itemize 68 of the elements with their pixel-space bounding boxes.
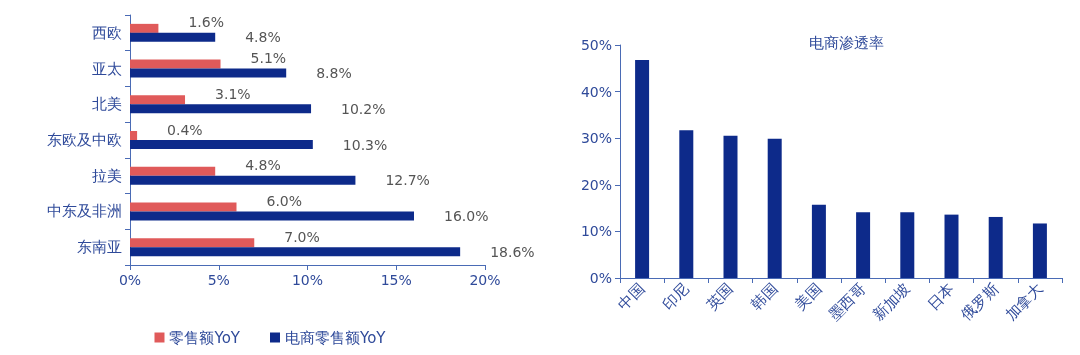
x-tick-label: 中国 (614, 279, 649, 314)
bar (679, 130, 694, 278)
y-tick-label: 40% (580, 83, 612, 100)
bar (856, 212, 871, 278)
y-tick-label: 中东及非洲 (47, 202, 122, 221)
legend-label: 零售额YoY (169, 328, 241, 347)
bar (130, 166, 216, 176)
x-tick-label: 俄罗斯 (957, 279, 1003, 325)
data-label: 8.8% (316, 65, 352, 82)
bar (130, 59, 221, 69)
data-label: 7.0% (284, 228, 320, 245)
bar (130, 95, 186, 105)
bar (944, 214, 959, 278)
x-tick-label: 美国 (791, 279, 826, 314)
y-tick-label: 北美 (92, 95, 122, 114)
y-tick-label: 东欧及中欧 (47, 131, 122, 149)
bar (130, 140, 313, 149)
data-label: 18.6% (490, 243, 535, 260)
bar (130, 23, 159, 33)
bar (130, 247, 461, 257)
x-tick-label: 印尼 (658, 279, 693, 314)
bar (130, 68, 287, 78)
bar (130, 175, 356, 185)
bar (130, 202, 237, 212)
bar (130, 32, 216, 42)
data-label: 16.0% (444, 207, 489, 224)
x-tick-label: 英国 (702, 279, 737, 314)
x-tick-label: 0% (118, 272, 142, 288)
x-tick-label: 20% (469, 272, 501, 288)
data-label: 10.3% (342, 136, 388, 153)
y-tick-label: 50% (580, 37, 612, 53)
y-tick-label: 西欧 (92, 23, 122, 42)
bar (130, 238, 255, 248)
y-tick-label: 亚太 (92, 59, 122, 78)
y-tick-label: 30% (580, 130, 612, 147)
y-tick-label: 10% (580, 223, 612, 240)
data-label: 3.1% (215, 85, 251, 102)
bar (767, 138, 782, 278)
data-label: 10.2% (341, 100, 386, 117)
legend-label: 电商零售额YoY (285, 328, 387, 347)
data-label: 4.8% (245, 157, 281, 174)
data-label: 6.0% (266, 192, 303, 209)
x-tick-label: 5% (207, 272, 230, 288)
bar (988, 216, 1003, 278)
x-tick-label: 15% (380, 272, 412, 288)
bar (130, 131, 138, 140)
bar (811, 204, 826, 278)
data-label: 0.4% (167, 121, 203, 138)
data-label: 5.1% (250, 50, 287, 67)
x-tick-label: 墨西哥 (824, 279, 870, 325)
y-tick-label: 20% (580, 176, 612, 193)
data-label: 12.7% (385, 172, 430, 189)
x-tick-label: 新加坡 (869, 279, 914, 325)
bar (130, 211, 414, 221)
x-tick-label: 韩国 (747, 279, 782, 314)
x-tick-label: 加拿大 (1001, 279, 1047, 325)
bar (130, 104, 312, 114)
bar (723, 135, 738, 278)
y-tick-label: 东南亚 (77, 238, 122, 257)
chart-title: 电商渗透率 (808, 33, 884, 52)
bar (900, 212, 915, 278)
data-label: 1.6% (188, 14, 224, 31)
y-tick-label: 拉美 (92, 166, 122, 185)
data-label: 4.8% (245, 29, 281, 46)
bar (1032, 223, 1047, 278)
bar (635, 59, 650, 278)
x-tick-label: 日本 (923, 279, 958, 314)
x-tick-label: 10% (291, 272, 324, 288)
